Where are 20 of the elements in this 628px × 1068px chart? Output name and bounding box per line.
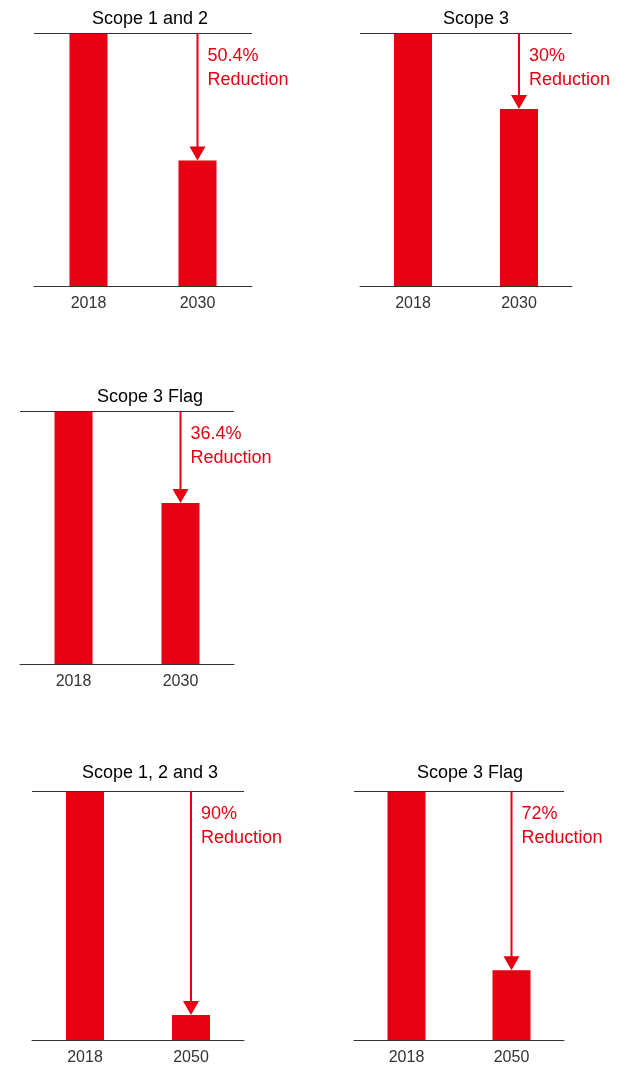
- x-tick-label: 2018: [67, 1047, 103, 1065]
- x-tick-label: 2030: [501, 293, 537, 311]
- chart-title: Scope 3 Flag: [416, 762, 524, 782]
- annotation: 90% Reduction: [201, 803, 283, 847]
- chart-title: Scope 3: [442, 8, 510, 28]
- x-tick-label: 2018: [388, 1047, 425, 1065]
- x-tick-label: 2050: [173, 1047, 209, 1065]
- x-tick-label: 2018: [70, 293, 107, 311]
- chart-title: Scope 1 and 2: [91, 8, 209, 28]
- x-tick-label: 2018: [55, 671, 92, 689]
- annotation: 36.4% Reduction: [190, 423, 272, 467]
- chart-title: Scope 3 Flag: [96, 386, 204, 406]
- x-tick-label: 2018: [395, 293, 431, 311]
- annotation: 72% Reduction: [521, 803, 603, 847]
- x-tick-label: 2030: [162, 671, 199, 689]
- annotation: 50.4% Reduction: [207, 45, 289, 89]
- x-tick-label: 2050: [493, 1047, 530, 1065]
- x-tick-label: 2030: [179, 293, 216, 311]
- annotation: 30% Reduction: [529, 45, 611, 89]
- chart-title: Scope 1, 2 and 3: [81, 762, 219, 782]
